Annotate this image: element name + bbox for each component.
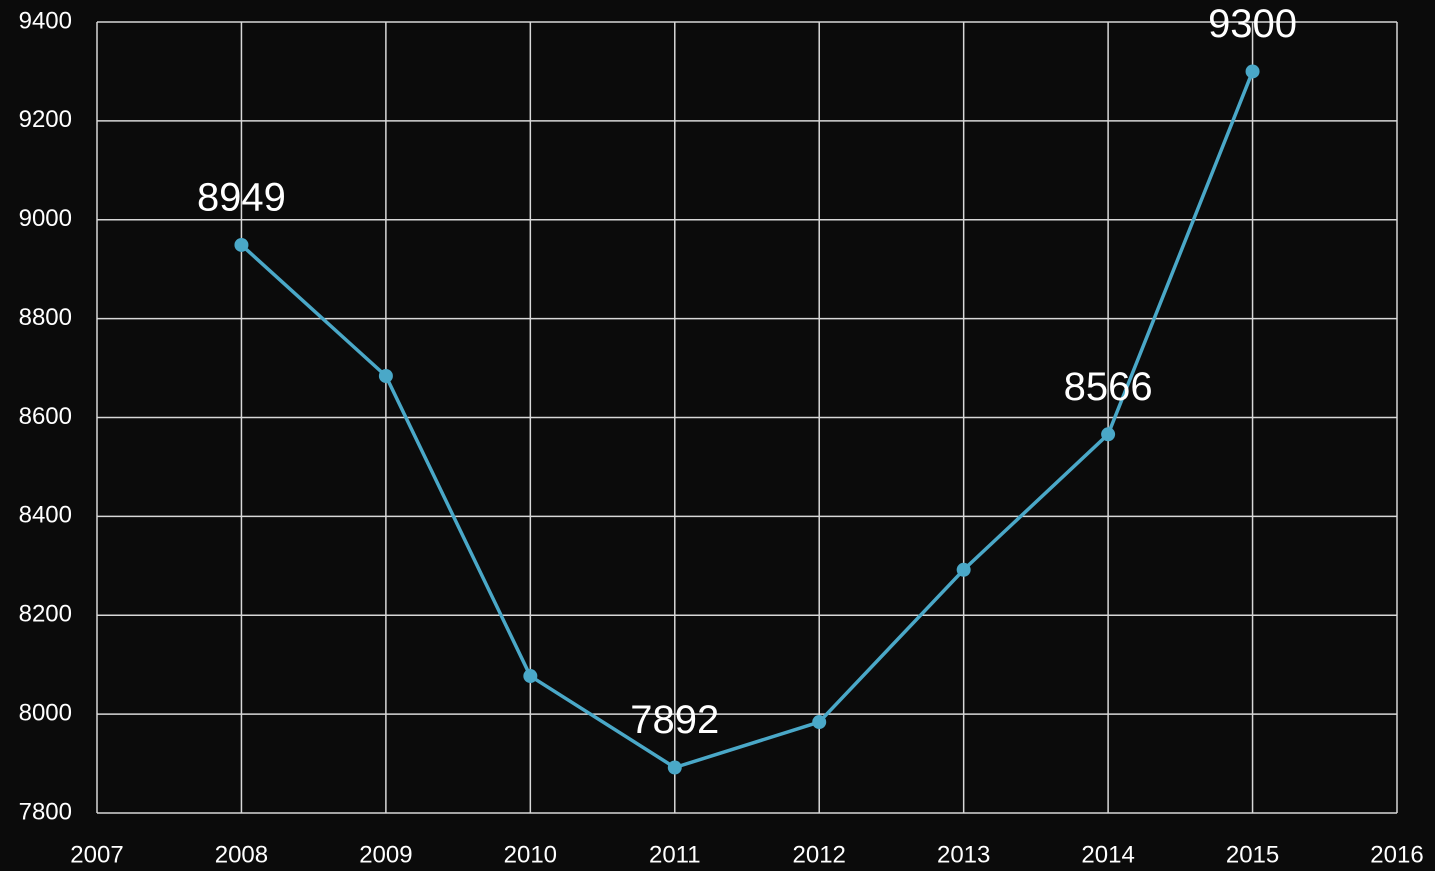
y-tick-label: 8000 [19,699,72,726]
x-tick-label: 2010 [504,841,557,868]
x-tick-label: 2008 [215,841,268,868]
y-tick-label: 9000 [19,205,72,232]
point [1245,64,1260,79]
y-tick-label: 8400 [19,502,72,529]
x-tick-label: 2011 [649,841,701,868]
x-tick-label: 2014 [1081,841,1134,868]
y-tick-label: 9200 [19,106,72,133]
data-label: 7892 [630,698,719,742]
x-tick-label: 2007 [70,841,123,868]
point [1101,427,1116,442]
y-tick-label: 8800 [19,304,72,331]
y-tick-label: 7800 [19,798,72,825]
point [378,368,393,383]
point [812,715,827,730]
x-tick-label: 2013 [937,841,990,868]
point [667,760,682,775]
y-tick-label: 9400 [19,7,72,34]
y-tick-label: 8200 [19,601,72,628]
x-tick-label: 2012 [793,841,846,868]
data-label: 9300 [1208,2,1297,46]
x-tick-label: 2009 [359,841,412,868]
x-tick-label: 2015 [1226,841,1279,868]
data-label: 8566 [1064,365,1153,409]
line [240,70,1255,770]
data-label: 8949 [197,176,286,220]
point [234,237,249,252]
y-tick-label: 8600 [19,403,72,430]
point [523,669,538,684]
x-tick-label: 2016 [1370,841,1423,868]
point [956,562,971,577]
